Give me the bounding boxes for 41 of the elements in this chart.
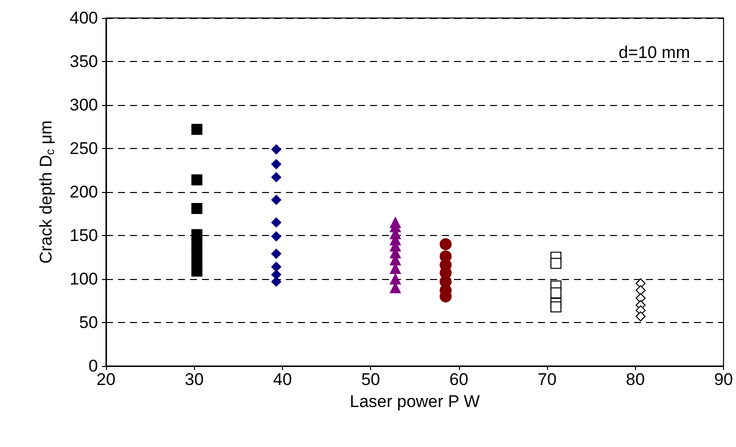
annotation: d=10 mm [618,43,690,62]
point [271,217,282,228]
y-tick-label: 300 [70,96,98,114]
x-tick-label: 20 [96,370,116,389]
point [191,266,202,277]
point [271,262,282,272]
point [550,287,562,298]
x-axis-title: Laser power P W [350,392,480,411]
point [191,124,202,135]
x-tick-label: 40 [272,370,292,389]
point [271,276,282,287]
point [636,311,646,322]
point [271,194,282,205]
y-tick-label: 250 [70,139,98,158]
point [191,174,202,186]
point [191,203,202,214]
x-tick-label: 70 [538,370,557,389]
x-tick-label: 60 [449,370,468,389]
y-axis-title: Crack depth Dc μm [36,120,57,264]
point [271,144,282,154]
point [390,274,401,284]
point [271,270,282,280]
point [271,159,282,170]
x-tick-label: 50 [361,370,380,389]
point [550,301,562,312]
point [636,285,646,296]
x-tick-label: 80 [626,370,645,389]
point [271,172,282,182]
y-tick-label: 350 [70,52,98,71]
y-tick-label: 100 [70,270,98,288]
x-tick-label: 90 [714,370,734,389]
y-tick-label: 50 [79,313,98,332]
point [440,238,452,250]
y-tick-label: 400 [70,8,98,28]
y-tick-label: 0 [88,356,98,376]
x-tick-label: 30 [184,370,204,389]
point [271,248,282,259]
point [271,231,282,242]
y-tick-label: 200 [70,182,98,202]
point [550,258,562,269]
y-tick-label: 150 [70,226,98,245]
